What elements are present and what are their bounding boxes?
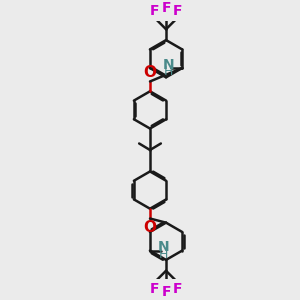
Text: H: H <box>159 248 168 261</box>
Text: N: N <box>158 241 169 254</box>
Text: N: N <box>163 58 175 72</box>
Text: F: F <box>161 285 171 299</box>
Text: F: F <box>161 1 171 15</box>
Text: F: F <box>172 4 182 18</box>
Text: O: O <box>143 65 157 80</box>
Text: F: F <box>172 282 182 296</box>
Text: O: O <box>143 220 157 235</box>
Text: F: F <box>150 4 160 18</box>
Text: F: F <box>150 282 160 296</box>
Text: H: H <box>164 65 173 78</box>
